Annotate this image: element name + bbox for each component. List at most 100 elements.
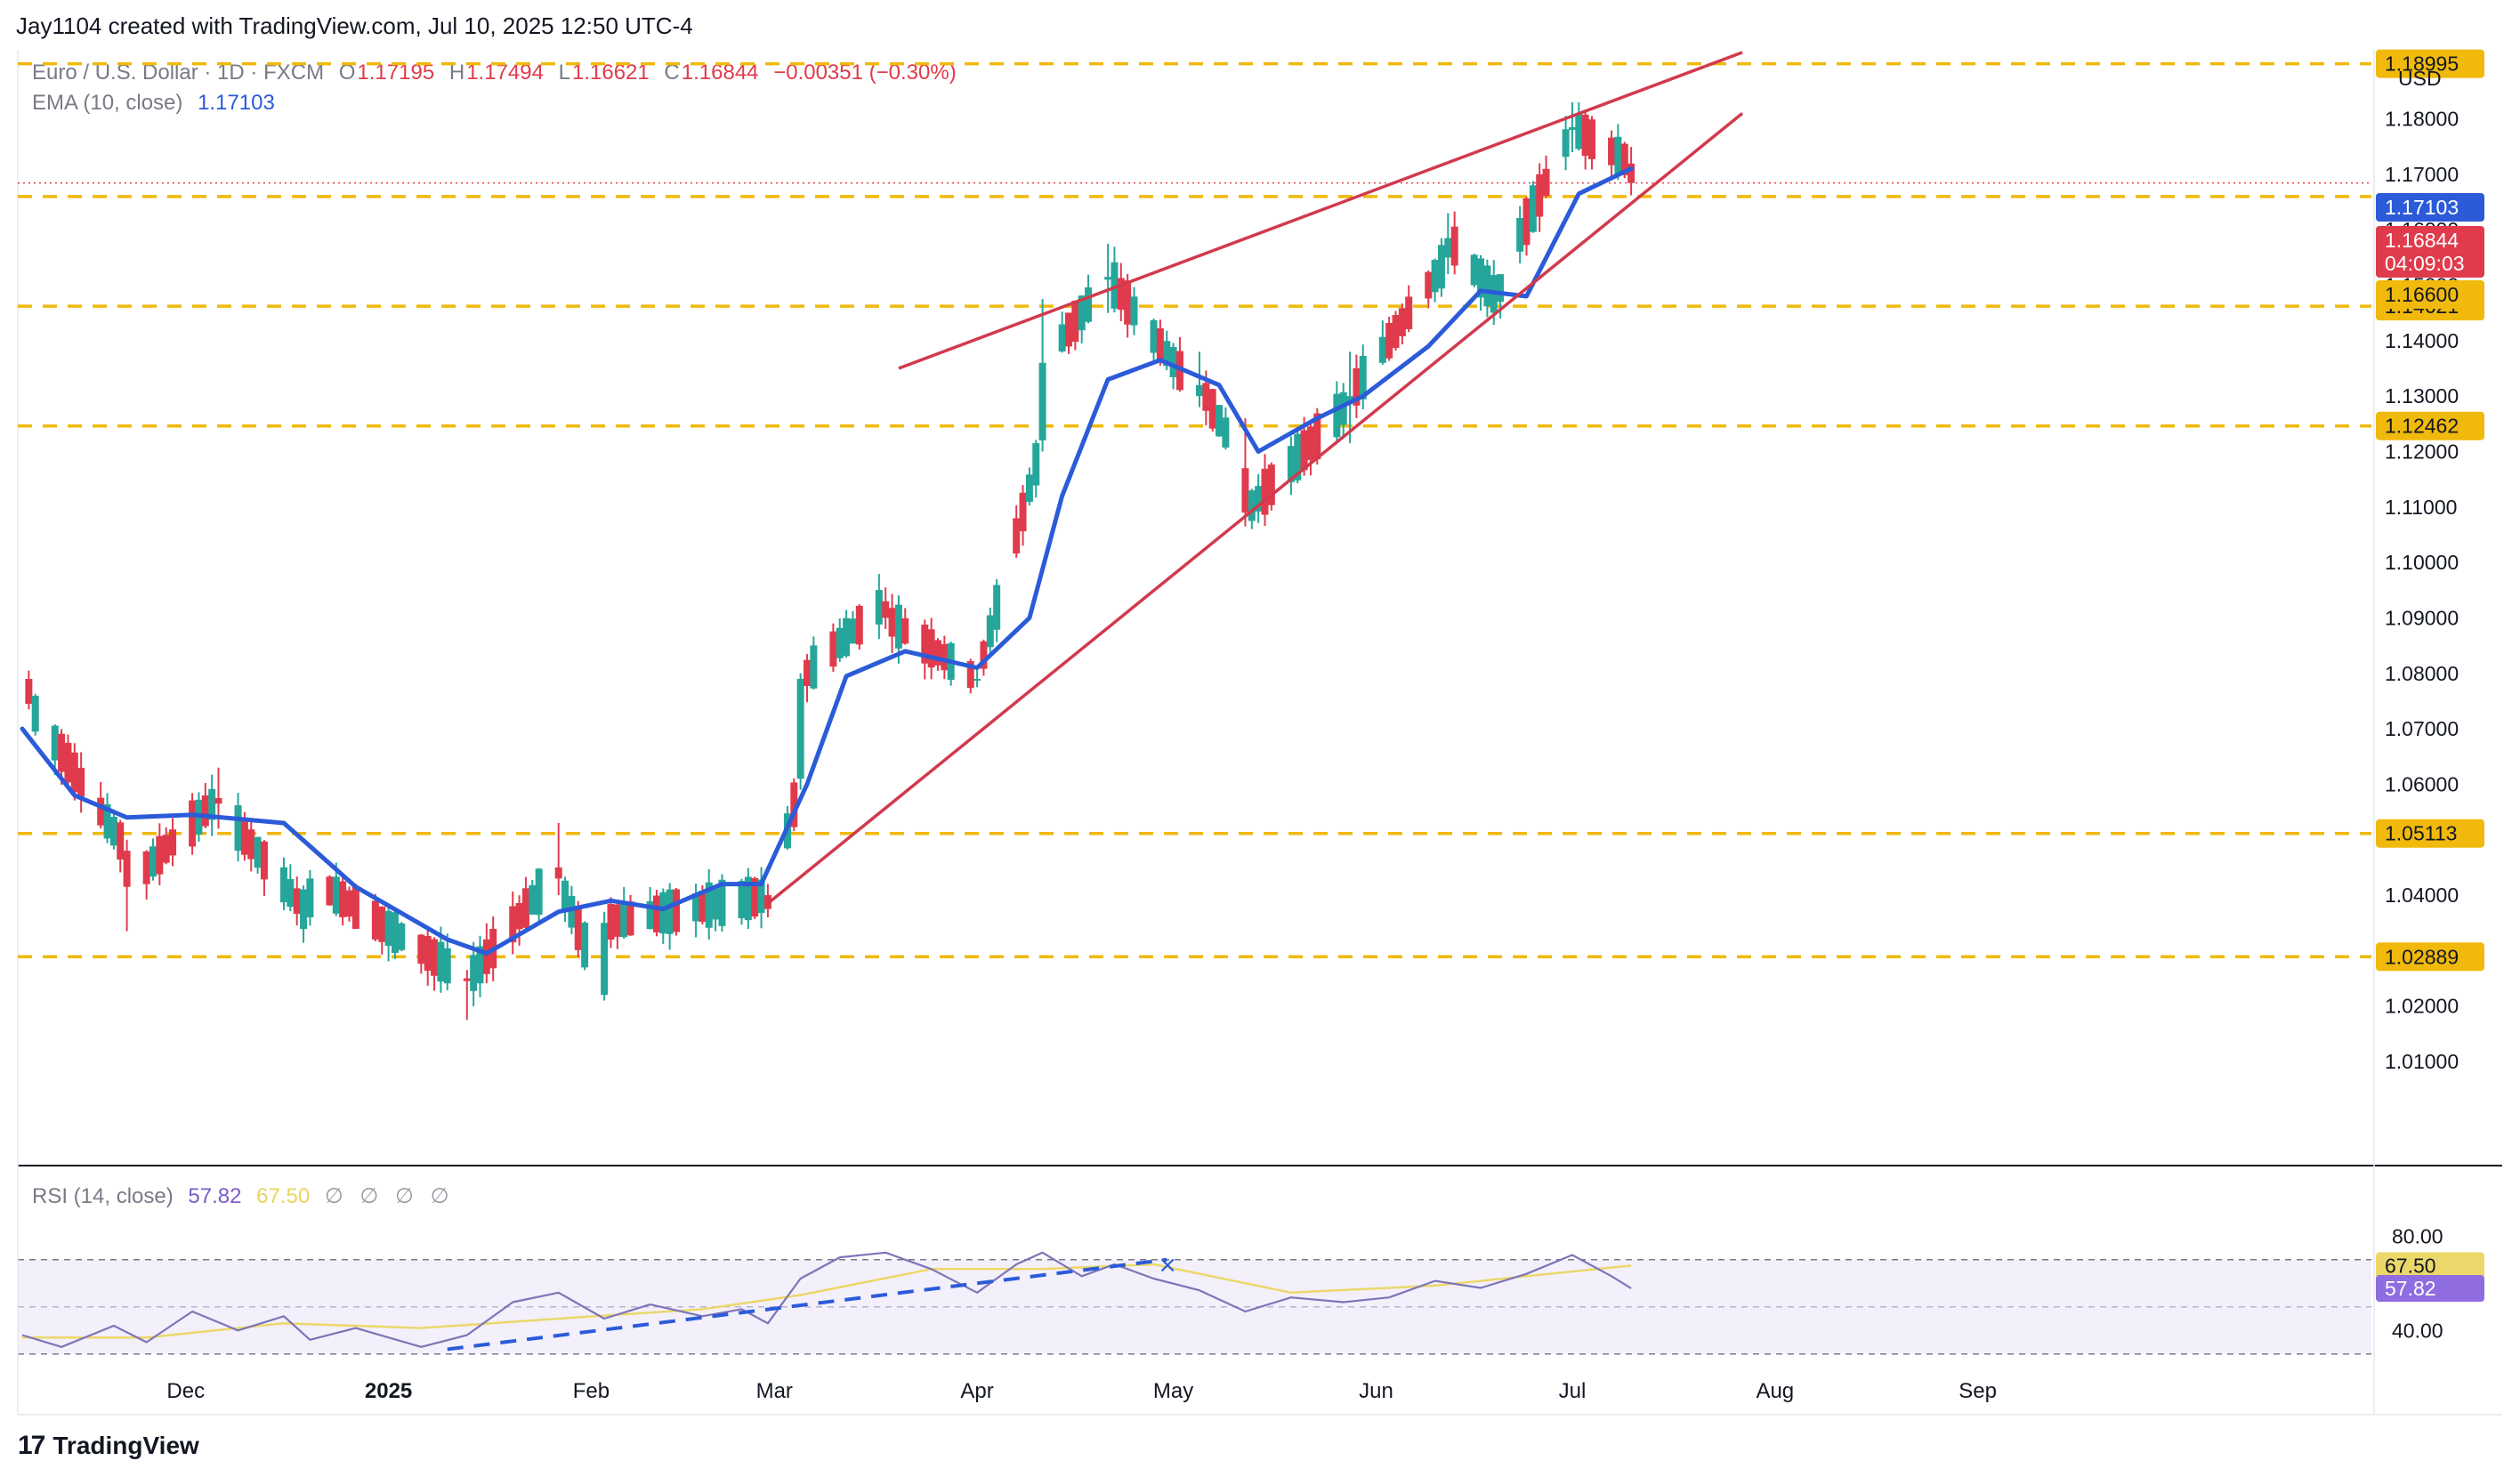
candle-body <box>796 679 804 779</box>
rsi-divergence-line <box>447 1257 1167 1352</box>
candle-body <box>561 880 569 910</box>
candle-body <box>620 901 628 938</box>
candle-body <box>1071 301 1079 343</box>
candle-body <box>201 795 209 827</box>
candle-body <box>1425 271 1433 299</box>
candle-body <box>607 903 615 940</box>
rsi-layer: × <box>21 1251 1632 1352</box>
tradingview-logo[interactable]: 17 TradingView <box>18 1431 199 1461</box>
rsi-ma-tag: 67.50 <box>2385 1254 2436 1277</box>
candle-body <box>77 767 85 797</box>
ema-line <box>20 166 1634 956</box>
candle-body <box>1150 319 1158 353</box>
candle-body <box>738 881 746 918</box>
x-axis-tick-label: Aug <box>1756 1379 1794 1403</box>
candle-body <box>378 906 386 942</box>
candle-body <box>692 893 700 922</box>
rsi-legend-hidden-values: ∅ ∅ ∅ ∅ <box>324 1184 455 1208</box>
candle-body <box>351 886 359 929</box>
candle-body <box>1522 198 1531 246</box>
candle-body <box>332 876 340 914</box>
attribution-text: Jay1104 created with TradingView.com, Ju… <box>16 12 693 39</box>
support-price-tag: 1.05113 <box>2385 822 2457 845</box>
candle-body <box>1536 174 1544 217</box>
candle-body <box>384 910 392 947</box>
support-price-tag-bg <box>2376 411 2484 440</box>
support-levels <box>18 61 2371 959</box>
candle-body <box>424 935 432 971</box>
candle-body <box>829 631 837 667</box>
candle-body <box>705 882 713 928</box>
candle-body <box>1306 426 1314 461</box>
candle-body <box>1333 393 1341 438</box>
candle-body <box>117 822 125 860</box>
candle-body <box>64 742 72 783</box>
y-axis-tick-label: 1.18000 <box>2385 108 2459 131</box>
candle-body <box>855 605 863 645</box>
candle-body <box>169 829 177 856</box>
support-price-tag: 1.12462 <box>2385 415 2459 438</box>
candle-body <box>300 889 308 930</box>
rsi-legend[interactable]: RSI (14, close) 57.82 67.50 ∅ ∅ ∅ ∅ <box>32 1183 464 1209</box>
candle-body <box>443 948 451 984</box>
candle-body <box>345 890 353 917</box>
candle-body <box>601 923 609 996</box>
candle-body <box>521 888 529 928</box>
candle-body <box>581 922 589 968</box>
candle-body <box>417 934 425 964</box>
rsi-ma-legend-value: 67.50 <box>256 1184 311 1208</box>
ema-legend[interactable]: EMA (10, close) 1.17103 <box>32 91 284 116</box>
support-price-tag-bg <box>2376 942 2484 972</box>
candle-body <box>1353 367 1361 406</box>
candle-body <box>934 640 941 666</box>
candle-body <box>1156 328 1164 362</box>
candle-body <box>1216 405 1224 437</box>
candle-body <box>1628 163 1636 183</box>
candle-body <box>927 629 935 668</box>
candle-body <box>1620 143 1628 175</box>
candle-body <box>1392 314 1400 349</box>
x-axis-tick-label: May <box>1153 1379 1193 1403</box>
candle-body <box>1261 468 1269 515</box>
candle-body <box>260 841 268 880</box>
candle-body <box>1516 217 1524 252</box>
candle-body <box>574 907 582 950</box>
ema-layer <box>20 166 1634 956</box>
candle-body <box>613 904 621 937</box>
countdown-tag: 04:09:03 <box>2385 252 2465 275</box>
candle-body <box>646 900 654 930</box>
candle-body <box>1013 518 1021 554</box>
candle-body <box>712 888 720 920</box>
candle-body <box>1562 129 1570 157</box>
candle-body <box>1405 296 1413 329</box>
candle-body <box>1267 464 1275 505</box>
candle-body <box>843 617 851 657</box>
candle-body <box>1575 113 1583 149</box>
rsi-axis-tick-label: 80.00 <box>2392 1224 2443 1247</box>
trendlines <box>766 51 1744 905</box>
y-axis-tick-label: 1.06000 <box>2385 772 2459 795</box>
grid-layer <box>17 50 2502 1416</box>
candle-body <box>431 939 439 976</box>
candle-body <box>1038 362 1046 441</box>
candle-body <box>699 891 707 922</box>
candle-body <box>391 912 399 954</box>
candle-body <box>247 829 255 860</box>
tradingview-logo-text: TradingView <box>52 1432 199 1459</box>
rsi-legend-label: RSI (14, close) <box>32 1184 174 1208</box>
candle-body <box>293 888 301 915</box>
candle-body <box>326 876 334 906</box>
currency-label[interactable]: USD <box>2398 67 2442 90</box>
candle-body <box>306 878 314 917</box>
candle-body <box>849 618 857 644</box>
candle-body <box>287 879 295 908</box>
candle-body <box>1529 185 1537 232</box>
support-price-tag-bg <box>2376 819 2484 848</box>
candle-body <box>529 884 537 915</box>
candle-body <box>1437 245 1445 289</box>
candle-body <box>1078 295 1086 331</box>
support-price-tag: 1.02889 <box>2385 945 2459 968</box>
x-axis-tick-label: Mar <box>756 1379 793 1403</box>
candle-body <box>1255 486 1263 512</box>
